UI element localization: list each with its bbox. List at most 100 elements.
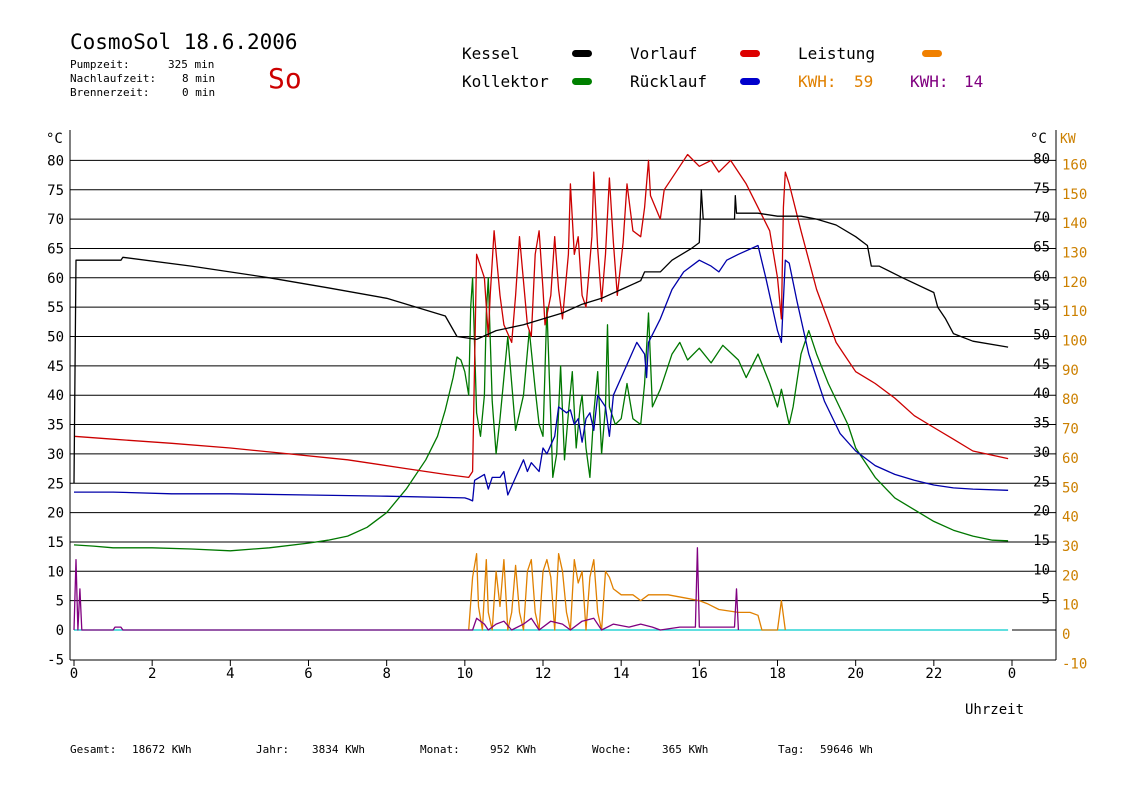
footer-gesamt-label: Gesamt: bbox=[70, 743, 117, 756]
weekday: So bbox=[268, 62, 302, 95]
y-tick-label-right-temp: 40 bbox=[1033, 386, 1050, 402]
x-tick-label: 4 bbox=[226, 666, 234, 682]
y-tick-label-right-power: 80 bbox=[1062, 392, 1079, 408]
footer-monat-value: 952 KWh bbox=[490, 743, 537, 756]
y-tick-label-right-power: 70 bbox=[1062, 422, 1079, 438]
series-line-kwh-14 bbox=[73, 547, 740, 631]
series-line-kollektor bbox=[73, 277, 1009, 552]
y-tick-label-right-power: 30 bbox=[1062, 539, 1079, 555]
y-tick-label-right-power: -10 bbox=[1062, 656, 1087, 672]
legend-kwh2-label: KWH: bbox=[910, 72, 949, 91]
x-tick-label: 14 bbox=[613, 666, 630, 682]
y-axis-unit-right: °C bbox=[1030, 131, 1047, 147]
legend-kollektor: Kollektor bbox=[462, 72, 549, 91]
y-tick-label-left: 50 bbox=[47, 330, 64, 346]
y-tick-label-right-temp: 70 bbox=[1033, 210, 1050, 226]
y-tick-label-right-temp: 80 bbox=[1033, 151, 1050, 167]
y-tick-label-right-power: 0 bbox=[1062, 627, 1070, 643]
legend-kwh2-value: 14 bbox=[964, 72, 984, 91]
x-tick-label: 18 bbox=[769, 666, 786, 682]
legend-kwh1-value: 59 bbox=[854, 72, 874, 91]
y-tick-label-left: 20 bbox=[47, 506, 64, 522]
footer-tag-value: 59646 Wh bbox=[820, 743, 873, 756]
y-tick-label-right-temp: 35 bbox=[1033, 416, 1050, 432]
y-tick-label-right-power: 160 bbox=[1062, 157, 1087, 173]
legend-kessel: Kessel bbox=[462, 44, 520, 63]
y-tick-label-left: -5 bbox=[47, 652, 64, 668]
legend-vorlauf: Vorlauf bbox=[630, 44, 698, 63]
legend-leistung-swatch bbox=[922, 50, 942, 57]
y-axis-unit-left: °C bbox=[46, 131, 63, 147]
y-tick-label-right-power: 10 bbox=[1062, 598, 1079, 614]
y-tick-label-left: 30 bbox=[47, 447, 64, 463]
y-tick-label-left: 65 bbox=[47, 241, 64, 257]
series-line-kessel bbox=[73, 189, 1009, 484]
x-tick-label: 8 bbox=[382, 666, 390, 682]
y-tick-label-left: 60 bbox=[47, 271, 64, 287]
y-tick-label-right-power: 140 bbox=[1062, 216, 1087, 232]
y-tick-label-left: 70 bbox=[47, 212, 64, 228]
footer-gesamt-value: 18672 KWh bbox=[132, 743, 192, 756]
y-tick-label-right-temp: 60 bbox=[1033, 269, 1050, 285]
burner-value: 0 min bbox=[182, 86, 216, 99]
y-tick-label-left: 15 bbox=[47, 535, 64, 551]
y-tick-label-right-temp: 50 bbox=[1033, 328, 1050, 344]
y-tick-label-right-temp: 15 bbox=[1033, 533, 1050, 549]
x-tick-label: 0 bbox=[70, 666, 78, 682]
y-tick-label-right-temp: 65 bbox=[1033, 239, 1050, 255]
x-axis-label: Uhrzeit bbox=[965, 702, 1024, 718]
x-tick-label: 16 bbox=[691, 666, 708, 682]
legend-kwh1-label: KWH: bbox=[798, 72, 837, 91]
footer-jahr-value: 3834 KWh bbox=[312, 743, 365, 756]
y-tick-label-right-power: 90 bbox=[1062, 363, 1079, 379]
y-tick-label-left: 0 bbox=[56, 623, 64, 639]
legend-ruecklauf-swatch bbox=[740, 78, 760, 85]
y-tick-label-right-power: 40 bbox=[1062, 510, 1079, 526]
x-tick-label: 22 bbox=[925, 666, 942, 682]
y-tick-label-right-power: 20 bbox=[1062, 568, 1079, 584]
footer-woche-value: 365 KWh bbox=[662, 743, 709, 756]
y-tick-label-right-temp: 45 bbox=[1033, 357, 1050, 373]
y-tick-label-left: 40 bbox=[47, 388, 64, 404]
y-tick-label-right-power: 150 bbox=[1062, 187, 1087, 203]
y-tick-label-right-temp: 30 bbox=[1033, 445, 1050, 461]
burner-label: Brennerzeit: bbox=[70, 86, 150, 99]
x-tick-label: 0 bbox=[1008, 666, 1016, 682]
y-tick-label-left: 75 bbox=[47, 183, 64, 199]
legend-leistung: Leistung bbox=[798, 44, 876, 63]
x-tick-label: 12 bbox=[535, 666, 552, 682]
pump-label: Pumpzeit: bbox=[70, 58, 130, 71]
after-label: Nachlaufzeit: bbox=[70, 72, 157, 85]
footer-monat-label: Monat: bbox=[420, 743, 460, 756]
pump-value: 325 min bbox=[168, 58, 215, 71]
y-tick-label-right-power: 100 bbox=[1062, 334, 1087, 350]
y-tick-label-right-power: 60 bbox=[1062, 451, 1079, 467]
y-tick-label-left: 55 bbox=[47, 300, 64, 316]
y-tick-label-left: 80 bbox=[47, 153, 64, 169]
y-tick-label-right-power: 110 bbox=[1062, 304, 1087, 320]
footer-tag-label: Tag: bbox=[778, 743, 805, 756]
y-tick-label-right-power: 50 bbox=[1062, 480, 1079, 496]
y-tick-label-right-temp: 25 bbox=[1033, 474, 1050, 490]
after-value: 8 min bbox=[182, 72, 216, 85]
y-tick-label-right-temp: 75 bbox=[1033, 181, 1050, 197]
chart-title: CosmoSol 18.6.2006 bbox=[70, 30, 298, 54]
y-tick-label-right-temp: 5 bbox=[1042, 592, 1050, 608]
series-line-vorlauf bbox=[73, 153, 1009, 479]
footer-jahr-label: Jahr: bbox=[256, 743, 290, 756]
legend-kessel-swatch bbox=[572, 50, 592, 57]
footer-woche-label: Woche: bbox=[592, 743, 632, 756]
legend-kollektor-swatch bbox=[572, 78, 592, 85]
y-tick-label-left: 45 bbox=[47, 359, 64, 375]
y-tick-label-right-power: 130 bbox=[1062, 245, 1087, 261]
y-tick-label-left: 35 bbox=[47, 418, 64, 434]
legend-ruecklauf: Rücklauf bbox=[630, 72, 708, 91]
y-tick-label-right-power: 120 bbox=[1062, 275, 1087, 291]
x-tick-label: 2 bbox=[148, 666, 156, 682]
y-tick-label-left: 25 bbox=[47, 476, 64, 492]
x-tick-label: 10 bbox=[456, 666, 473, 682]
y-tick-label-right-temp: 55 bbox=[1033, 298, 1050, 314]
series-line-ruecklauf bbox=[74, 244, 1009, 502]
legend-vorlauf-swatch bbox=[740, 50, 760, 57]
